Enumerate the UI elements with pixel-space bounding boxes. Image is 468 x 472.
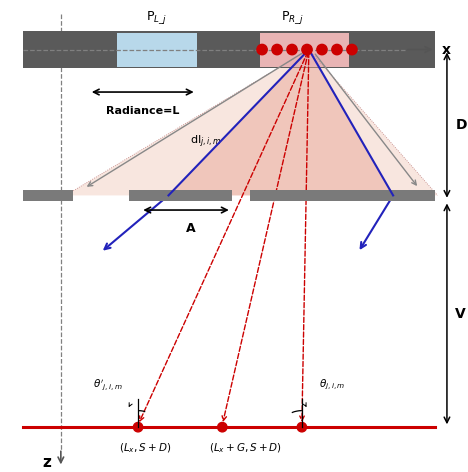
Polygon shape bbox=[66, 50, 438, 195]
Text: A: A bbox=[186, 222, 196, 235]
Text: $\theta'_{j,i,m}$: $\theta'_{j,i,m}$ bbox=[93, 377, 123, 392]
Text: Radiance=L: Radiance=L bbox=[106, 106, 179, 116]
Bar bbox=[129, 190, 232, 201]
Text: $(L_x,S+D)$: $(L_x,S+D)$ bbox=[119, 441, 171, 455]
Text: D: D bbox=[455, 118, 467, 132]
Circle shape bbox=[257, 44, 267, 55]
Text: $\theta_{j,i,m}$: $\theta_{j,i,m}$ bbox=[319, 377, 345, 392]
Circle shape bbox=[317, 44, 327, 55]
Text: P$_{R\_j}$: P$_{R\_j}$ bbox=[281, 9, 304, 26]
Circle shape bbox=[302, 44, 312, 55]
Text: z: z bbox=[43, 455, 51, 470]
Bar bbox=[250, 190, 435, 201]
Circle shape bbox=[332, 44, 342, 55]
Bar bbox=[23, 31, 435, 68]
Text: dI$_{j,i,m}$: dI$_{j,i,m}$ bbox=[190, 134, 221, 150]
Circle shape bbox=[347, 44, 357, 55]
Circle shape bbox=[133, 422, 143, 432]
Bar bbox=[23, 190, 73, 201]
Circle shape bbox=[297, 422, 307, 432]
Text: x: x bbox=[442, 42, 451, 57]
Text: P$_{L\_j}$: P$_{L\_j}$ bbox=[146, 9, 168, 26]
Polygon shape bbox=[168, 50, 393, 195]
Circle shape bbox=[272, 44, 282, 55]
Text: $(L_x+G,S+D)$: $(L_x+G,S+D)$ bbox=[209, 441, 282, 455]
Circle shape bbox=[218, 422, 227, 432]
Bar bbox=[117, 33, 197, 67]
Bar bbox=[260, 33, 349, 67]
Circle shape bbox=[287, 44, 297, 55]
Text: V: V bbox=[455, 307, 466, 321]
